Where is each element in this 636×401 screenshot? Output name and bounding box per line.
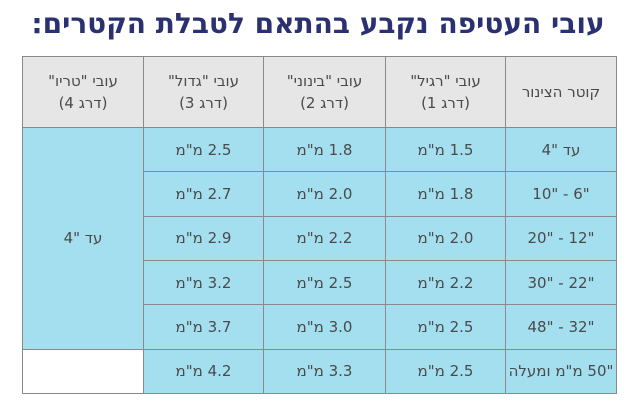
header-label: עובי "טריו" xyxy=(48,71,118,90)
page-title: עובי העטיפה נקבע בהתאם לטבלת הקטרים: xyxy=(31,7,605,40)
cell-medium: 2.5 מ"מ xyxy=(263,259,386,306)
table-row: "12 - "20 2.0 מ"מ 2.2 מ"מ 2.9 מ"מ xyxy=(23,215,617,261)
table-row: עד "4 1.5 מ"מ 1.8 מ"מ 2.5 מ"מ עד "4 xyxy=(22,126,617,350)
cell-large: 2.7 מ"מ xyxy=(143,171,264,217)
header-label: עובי "גדול" xyxy=(167,71,240,90)
header-pipe-diameter: קוטר הצינור xyxy=(505,56,617,128)
header-grade: (דרג 4) xyxy=(58,94,108,112)
header-trio: עובי "טריו" (דרג 4) xyxy=(22,56,144,128)
header-label: עובי "רגיל" xyxy=(410,71,481,90)
cell-medium: 3.3 מ"מ xyxy=(263,348,386,395)
header-medium: עובי "בינוני" (דרג 2) xyxy=(263,56,386,128)
cell-regular: 2.0 מ"מ xyxy=(385,215,506,261)
cell-regular: 1.8 מ"מ xyxy=(385,171,506,217)
cell-trio: עד "4 xyxy=(22,127,144,350)
cell-diameter: "12 - "20 xyxy=(505,215,617,261)
header-label: קוטר הצינור xyxy=(521,82,601,101)
header-grade: (דרג 3) xyxy=(179,94,228,112)
cell-diameter: "32 - "48 xyxy=(505,304,617,350)
cell-large: 3.7 מ"מ xyxy=(143,304,264,350)
cell-diameter: עד "4 xyxy=(505,126,617,173)
cell-trio-empty xyxy=(22,348,144,395)
cell-large: 4.2 מ"מ xyxy=(143,348,264,395)
cell-large: 2.5 מ"מ xyxy=(143,126,264,173)
header-large: עובי "גדול" (דרג 3) xyxy=(143,56,264,128)
cell-medium: 2.2 מ"מ xyxy=(263,215,386,261)
cell-regular: 2.5 מ"מ xyxy=(385,304,506,350)
cell-diameter: "22 - "30 xyxy=(505,259,617,306)
table-row: "50 מ"מ ומעלה 2.5 מ"מ 3.3 מ"מ 4.2 מ"מ xyxy=(22,348,617,395)
cell-medium: 2.0 מ"מ xyxy=(263,171,386,217)
cell-medium: 3.0 מ"מ xyxy=(263,304,386,350)
cell-large: 3.2 מ"מ xyxy=(143,259,264,306)
cell-large: 2.9 מ"מ xyxy=(143,215,264,261)
cell-diameter: "50 מ"מ ומעלה xyxy=(505,348,617,395)
header-grade: (דרג 1) xyxy=(421,94,470,112)
cell-regular: 2.2 מ"מ xyxy=(385,259,506,306)
header-regular: עובי "רגיל" (דרג 1) xyxy=(385,56,506,128)
header-label: עובי "בינוני" xyxy=(286,71,363,90)
cell-medium: 1.8 מ"מ xyxy=(263,126,386,173)
table-row: "32 - "48 2.5 מ"מ 3.0 מ"מ 3.7 מ"מ xyxy=(23,304,617,350)
thickness-table: קוטר הצינור עובי "רגיל" (דרג 1) עובי "בינ… xyxy=(22,56,617,395)
cell-regular: 2.5 מ"מ xyxy=(385,348,506,395)
cell-diameter: "6 - "10 xyxy=(505,171,617,217)
table-row: "22 - "30 2.2 מ"מ 2.5 מ"מ 3.2 מ"מ xyxy=(23,259,617,306)
header-grade: (דרג 2) xyxy=(300,94,349,112)
cell-regular: 1.5 מ"מ xyxy=(385,126,506,173)
table-header-row: קוטר הצינור עובי "רגיל" (דרג 1) עובי "בינ… xyxy=(22,56,617,128)
table-row: "6 - "10 1.8 מ"מ 2.0 מ"מ 2.7 מ"מ xyxy=(23,171,617,217)
